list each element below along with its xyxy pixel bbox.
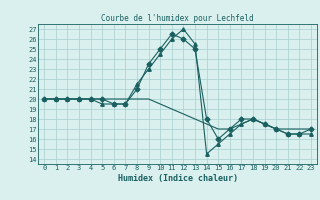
X-axis label: Humidex (Indice chaleur): Humidex (Indice chaleur) (118, 174, 238, 183)
Title: Courbe de l'humidex pour Lechfeld: Courbe de l'humidex pour Lechfeld (101, 14, 254, 23)
